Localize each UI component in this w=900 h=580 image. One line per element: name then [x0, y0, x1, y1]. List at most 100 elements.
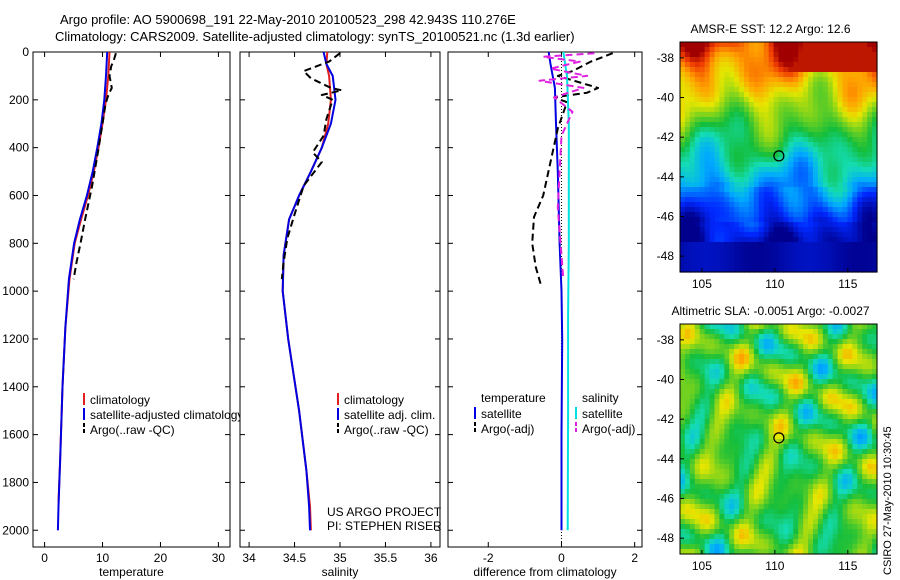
sst-cell	[699, 227, 706, 233]
sst-cell	[793, 47, 799, 53]
sst-cell	[803, 127, 809, 133]
sst-cell	[719, 57, 725, 63]
sst-cell	[753, 217, 760, 223]
sla-cell	[788, 379, 794, 385]
sst-cell	[872, 192, 878, 198]
sla-cell	[793, 469, 799, 475]
sla-cell	[689, 419, 696, 425]
sla-cell	[783, 329, 789, 335]
sla-cell	[832, 444, 839, 450]
sla-cell	[704, 549, 711, 555]
sst-cell	[694, 107, 701, 113]
sla-cell	[857, 374, 863, 380]
sla-cell	[783, 509, 789, 515]
sst-cell	[808, 247, 814, 253]
sla-cell	[788, 444, 794, 450]
sla-cell	[842, 389, 849, 395]
sla-cell	[699, 404, 706, 410]
sla-cell	[768, 454, 775, 460]
difference-legend-s-sat-label: satellite	[582, 407, 623, 421]
sla-cell	[827, 409, 834, 415]
sla-cell	[684, 394, 691, 400]
sla-cell	[744, 424, 750, 430]
sst-cell	[709, 167, 716, 173]
sla-cell	[862, 539, 868, 545]
sla-cell	[783, 499, 789, 505]
sst-cell	[704, 72, 711, 78]
sla-cell	[872, 419, 878, 425]
sst-cell	[872, 207, 878, 213]
sst-cell	[680, 172, 686, 178]
sla-cell	[862, 369, 868, 375]
sst-cell	[739, 52, 745, 58]
sla-cell	[812, 424, 819, 430]
sla-cell	[714, 324, 720, 330]
sst-xtick-label: 105	[692, 277, 712, 291]
sst-cell	[758, 247, 765, 253]
sst-cell	[763, 137, 770, 143]
sst-cell	[852, 67, 858, 73]
sla-cell	[689, 424, 696, 430]
sst-cell	[832, 107, 839, 113]
sla-cell	[808, 364, 814, 370]
sla-cell	[699, 374, 706, 380]
sla-cell	[852, 364, 858, 370]
sla-cell	[699, 499, 706, 505]
sla-cell	[714, 364, 720, 370]
sla-cell	[808, 539, 814, 545]
sst-cell	[684, 172, 691, 178]
sst-cell	[812, 207, 819, 213]
sst-cell	[837, 97, 844, 103]
sst-cell	[867, 67, 873, 73]
sst-cell	[773, 87, 780, 93]
sst-cell	[793, 72, 799, 78]
difference-legend-t-argo-label: Argo(-adj)	[481, 422, 534, 436]
sla-cell	[694, 524, 701, 530]
sla-cell	[847, 544, 853, 550]
sla-cell	[803, 439, 809, 445]
sst-cell	[739, 187, 745, 193]
sst-cell	[857, 72, 863, 78]
sst-cell	[793, 267, 799, 273]
sst-cell	[827, 237, 834, 243]
sla-cell	[837, 419, 844, 425]
sst-cell	[739, 62, 745, 68]
sla-cell	[719, 529, 725, 535]
sst-cell	[724, 247, 730, 253]
sst-cell	[827, 127, 834, 133]
sla-cell	[734, 429, 740, 435]
sla-title: Altimetric SLA: -0.0051 Argo: -0.0027	[671, 304, 869, 318]
sst-cell	[689, 122, 696, 128]
sla-cell	[768, 449, 775, 455]
sla-cell	[817, 429, 824, 435]
sla-cell	[709, 464, 716, 470]
sla-cell	[689, 459, 696, 465]
sst-cell	[867, 42, 873, 48]
sst-cell	[793, 177, 799, 183]
sst-cell	[753, 82, 760, 88]
sla-cell	[803, 549, 809, 555]
sla-cell	[803, 374, 809, 380]
sla-cell	[763, 324, 770, 330]
sst-cell	[729, 57, 735, 63]
sla-cell	[763, 329, 770, 335]
sla-cell	[847, 489, 853, 495]
sla-cell	[684, 334, 691, 340]
sst-cell	[832, 152, 839, 158]
sst-cell	[744, 192, 750, 198]
sst-cell	[758, 122, 765, 128]
sst-cell	[763, 157, 770, 163]
sla-cell	[734, 379, 740, 385]
sla-cell	[808, 374, 814, 380]
sst-cell	[817, 222, 824, 228]
sla-cell	[768, 529, 775, 535]
sst-cell	[867, 177, 873, 183]
sst-cell	[857, 252, 863, 258]
sst-cell	[734, 147, 740, 153]
sst-cell	[852, 47, 858, 53]
sst-cell	[827, 62, 834, 68]
sst-cell	[724, 187, 730, 193]
sla-cell	[788, 539, 794, 545]
sst-cell	[729, 247, 735, 253]
sst-cell	[793, 117, 799, 123]
